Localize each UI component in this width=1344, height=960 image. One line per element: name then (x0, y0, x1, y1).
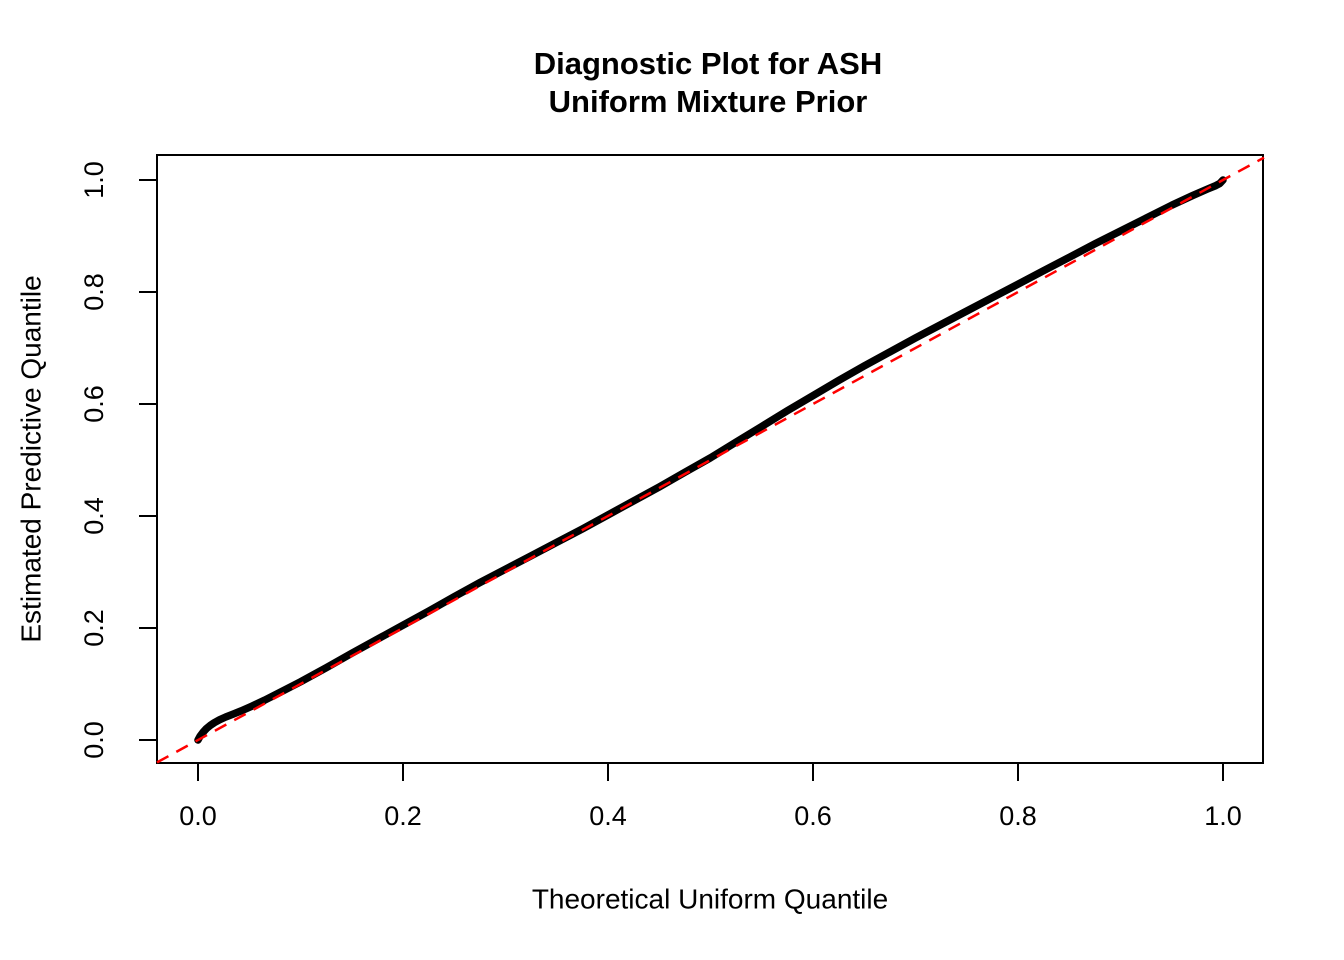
x-tick-label: 1.0 (1204, 801, 1242, 831)
x-tick-label: 0.8 (999, 801, 1037, 831)
y-axis-ticks (139, 179, 157, 741)
y-tick-label: 0.6 (79, 385, 109, 423)
y-axis-title: Estimated Predictive Quantile (15, 275, 46, 642)
x-tick-label: 0.0 (179, 801, 217, 831)
plot-title-line2: Uniform Mixture Prior (549, 84, 868, 119)
x-tick-label: 0.2 (384, 801, 422, 831)
y-tick-label: 0.8 (79, 273, 109, 311)
y-tick-label: 1.0 (79, 161, 109, 199)
plot-title-line1: Diagnostic Plot for ASH (534, 46, 882, 81)
qq-curve (194, 176, 1227, 744)
x-axis-tick-labels: 0.0 0.2 0.4 0.6 0.8 1.0 (179, 801, 1242, 831)
y-tick-label: 0.4 (79, 497, 109, 535)
x-tick-label: 0.4 (589, 801, 627, 831)
plot-box (156, 154, 1264, 764)
y-axis-tick-labels: 0.0 0.2 0.4 0.6 0.8 1.0 (79, 161, 109, 759)
reference-diagonal-line (156, 156, 1265, 764)
x-axis-title: Theoretical Uniform Quantile (532, 883, 888, 914)
x-axis-ticks (197, 763, 1224, 781)
y-tick-label: 0.0 (79, 721, 109, 759)
x-tick-label: 0.6 (794, 801, 832, 831)
y-tick-label: 0.2 (79, 609, 109, 647)
